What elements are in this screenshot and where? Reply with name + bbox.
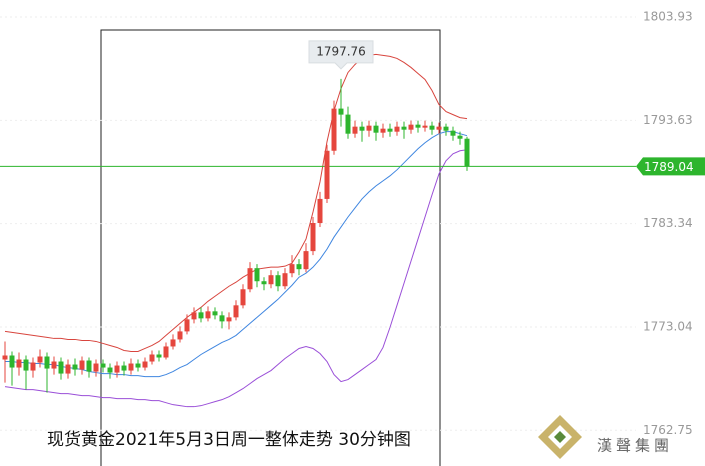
candle-body (443, 126, 449, 131)
candle-body (282, 273, 288, 287)
candle-body (58, 361, 64, 374)
candle-body (114, 365, 120, 373)
candle-body (394, 126, 400, 132)
brand-logo: 漢聲集團 (538, 415, 673, 459)
candle-body (387, 128, 393, 132)
candle-body (261, 281, 267, 285)
highlight-frame (100, 29, 441, 466)
candle-body (212, 311, 218, 316)
candle-body (289, 264, 295, 274)
high-annotation: 1797.76 (316, 44, 366, 58)
candle-body (331, 108, 337, 151)
candle-body (30, 362, 36, 371)
candle-body (23, 359, 29, 371)
candle-body (184, 319, 190, 332)
candle-body (296, 264, 302, 270)
candle-body (9, 355, 15, 368)
brand-name: 漢聲集團 (597, 437, 673, 455)
candle-body (464, 138, 470, 167)
candle-body (2, 355, 8, 360)
candle-body (198, 312, 204, 319)
candle-body (163, 346, 169, 358)
candle-body (310, 223, 316, 252)
logo-core (554, 431, 566, 443)
candle-body (156, 354, 162, 358)
candle-body (345, 114, 351, 134)
candle-body (149, 354, 155, 362)
candle-body (93, 363, 99, 372)
candle-body (170, 339, 176, 347)
candle-body (51, 361, 57, 369)
candle-body (226, 317, 232, 322)
candle-body (233, 305, 239, 318)
candle-body (247, 268, 253, 290)
y-tick-label: 1783.34 (643, 216, 693, 230)
candle-body (359, 126, 365, 131)
y-tick-label: 1773.04 (643, 319, 693, 333)
candle-body (303, 251, 309, 270)
candle-body (72, 364, 78, 370)
candle-body (107, 367, 113, 373)
candle-body (338, 108, 344, 115)
candle-body (16, 359, 22, 368)
candle-body (429, 125, 435, 130)
candle-body (100, 363, 106, 368)
price-tag-label: 1789.04 (644, 160, 694, 174)
annotation-bubble (308, 40, 374, 70)
candle-body (317, 198, 323, 224)
candle-body (373, 125, 379, 133)
candle-body (415, 124, 421, 128)
y-tick-label: 1793.63 (643, 113, 693, 127)
candle-body (44, 356, 50, 369)
candle-body (219, 315, 225, 322)
candle-body (422, 125, 428, 128)
caption: 现货黄金2021年5月3日周一整体走势 30分钟图 (47, 430, 411, 450)
candle-body (401, 126, 407, 130)
candle-body (352, 126, 358, 134)
candle-body (275, 275, 281, 287)
candle-body (86, 360, 92, 372)
candle-body (366, 125, 372, 131)
candle-body (142, 361, 148, 368)
y-tick-label: 1762.75 (643, 423, 693, 437)
band-line (4, 149, 468, 408)
band-line (4, 53, 468, 352)
candle-body (436, 126, 442, 130)
candle-body (268, 275, 274, 285)
candle-body (450, 130, 456, 136)
price-tag (636, 157, 705, 176)
candle-body (79, 360, 85, 370)
candle-body (240, 289, 246, 306)
candle-body (457, 135, 463, 139)
candle-body (128, 363, 134, 371)
candle-body (408, 124, 414, 130)
candle-body (65, 364, 71, 374)
candle-body (380, 128, 386, 133)
candle-body (205, 311, 211, 319)
candle-body (191, 312, 197, 320)
candle-body (324, 150, 330, 199)
candle-body (121, 365, 127, 371)
candle-body (177, 331, 183, 340)
candle-body (37, 356, 43, 363)
candle-body (254, 268, 260, 282)
y-tick-label: 1803.93 (643, 9, 693, 23)
candle-body (135, 363, 141, 368)
